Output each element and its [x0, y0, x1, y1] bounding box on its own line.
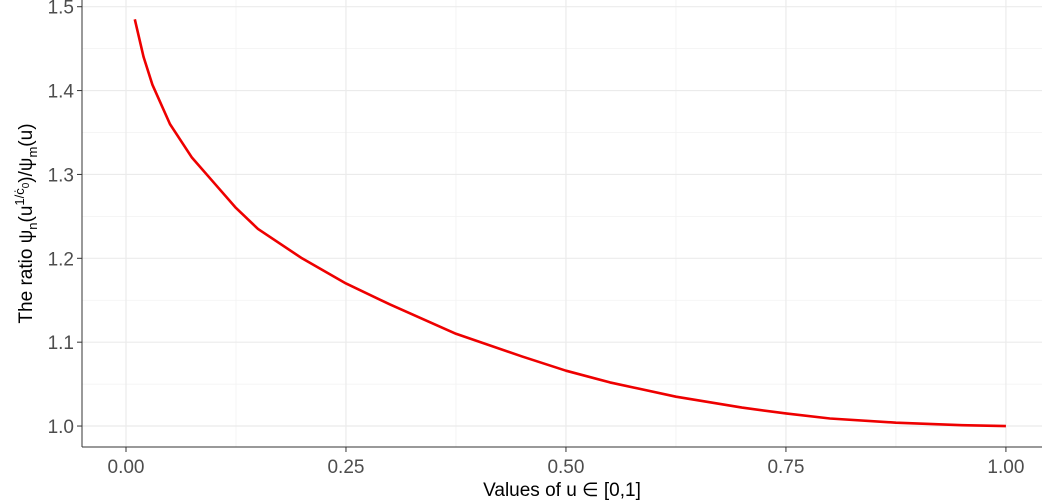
x-axis-title: Values of u ∈ [0,1]: [483, 480, 641, 501]
y-axis-title-part: n: [25, 223, 40, 230]
y-tick-label: 1.3: [48, 165, 74, 186]
line: [133, 18, 1006, 428]
y-tick-label: 1.1: [48, 333, 74, 354]
x-tick-label: 0.25: [327, 457, 364, 478]
y-axis-title-part: )/ψ: [16, 158, 37, 183]
x-tick-label: 0.00: [108, 457, 145, 478]
x-tick-label: 0.75: [767, 457, 804, 478]
y-tick-label: 1.2: [48, 249, 74, 270]
y-axis-title-part: (u: [16, 206, 37, 223]
y-axis-title: The ratio ψn(u1/ċ0)/ψm(u): [12, 123, 40, 323]
y-axis-title-part: (u): [16, 123, 37, 146]
y-axis-title-part: 1/ċ: [12, 188, 27, 206]
y-tick-label: 1.0: [48, 417, 74, 438]
y-axis-title-part: m: [25, 147, 40, 158]
y-axis-title-part: The ratio ψ: [16, 230, 37, 324]
y-tick-label: 1.4: [48, 82, 75, 103]
y-tick-label: 1.5: [48, 0, 74, 19]
x-tick-label: 0.50: [547, 457, 584, 478]
x-tick-label: 1.00: [987, 457, 1024, 478]
y-axis-title-part: 0: [21, 182, 32, 188]
